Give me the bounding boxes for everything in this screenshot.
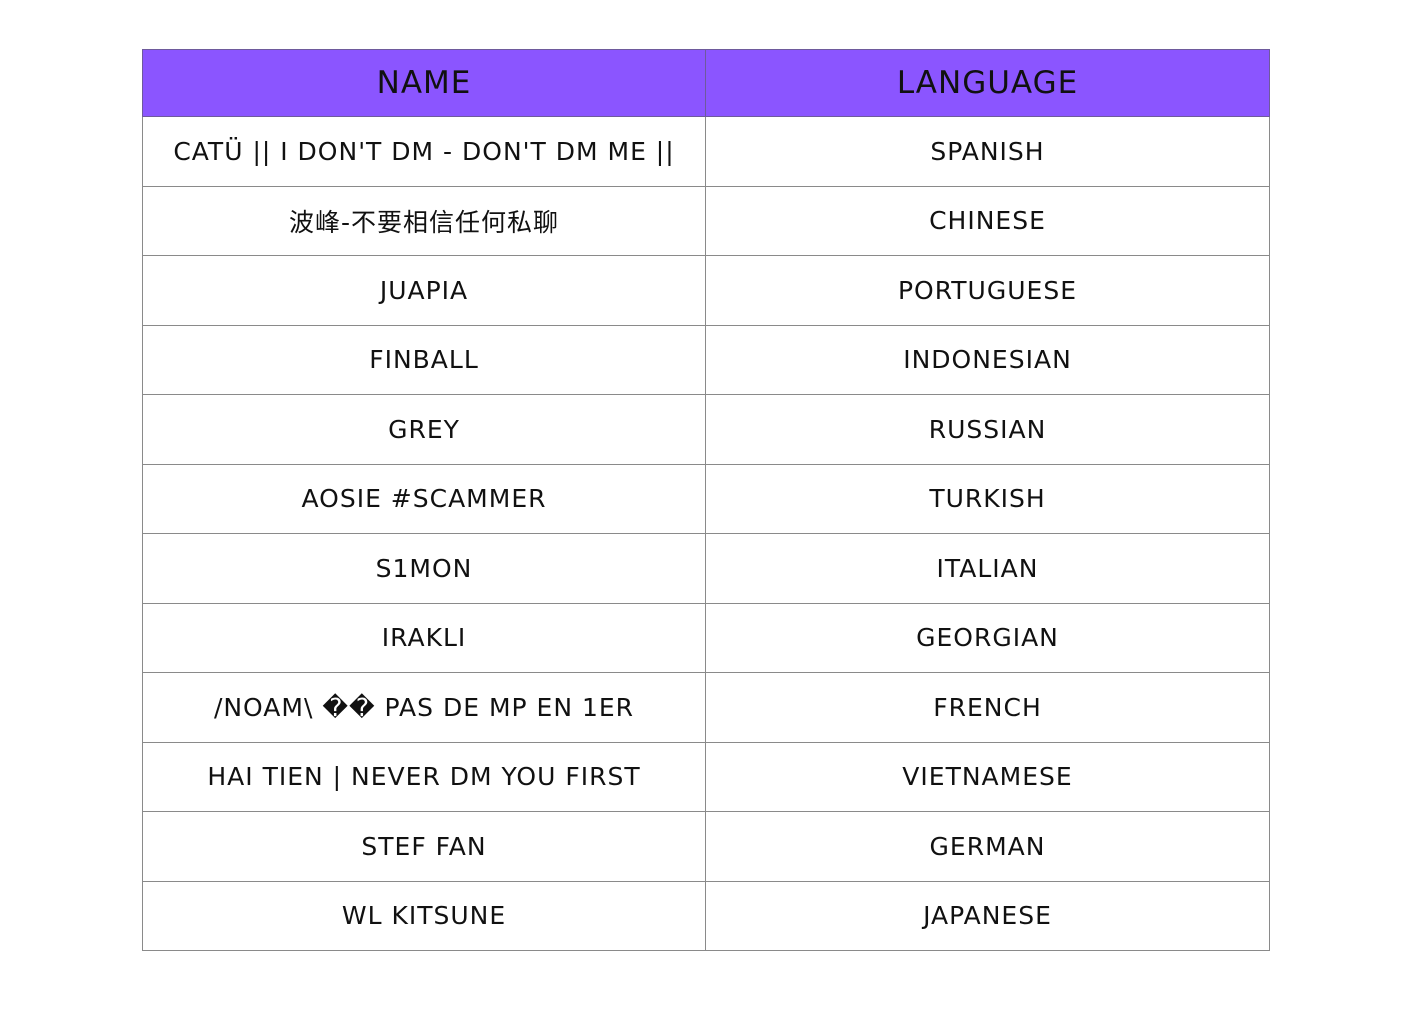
header-language: LANGUAGE (705, 49, 1270, 117)
name-cell: 波峰-不要相信任何私聊 (142, 185, 706, 256)
name-cell: AOSIE #SCAMMER (142, 463, 706, 534)
language-cell: FRENCH (705, 672, 1270, 743)
language-cell: JAPANESE (705, 880, 1270, 951)
name-cell: WL KITSUNE (142, 880, 706, 951)
language-cell: RUSSIAN (705, 394, 1270, 465)
table-row: JUAPIA PORTUGUESE (142, 255, 1270, 326)
language-cell: ITALIAN (705, 533, 1270, 604)
table-row: WL KITSUNE JAPANESE (142, 880, 1270, 951)
language-cell: PORTUGUESE (705, 255, 1270, 326)
name-cell: GREY (142, 394, 706, 465)
header-row: NAME LANGUAGE (142, 49, 1270, 117)
table-row: IRAKLI GEORGIAN (142, 602, 1270, 673)
name-cell: IRAKLI (142, 602, 706, 673)
name-cell: /NOAM\ �� PAS DE MP EN 1ER (142, 672, 706, 743)
language-cell: VIETNAMESE (705, 741, 1270, 812)
language-cell: SPANISH (705, 116, 1270, 187)
table-row: 波峰-不要相信任何私聊 CHINESE (142, 185, 1270, 256)
name-cell: JUAPIA (142, 255, 706, 326)
table-row: GREY RUSSIAN (142, 394, 1270, 465)
name-language-table: NAME LANGUAGE CATÜ || I DON'T DM - DON'T… (142, 49, 1270, 951)
table-row: /NOAM\ �� PAS DE MP EN 1ER FRENCH (142, 672, 1270, 743)
name-cell: FINBALL (142, 324, 706, 395)
table-row: FINBALL INDONESIAN (142, 324, 1270, 395)
language-cell: GERMAN (705, 811, 1270, 882)
table-row: CATÜ || I DON'T DM - DON'T DM ME || SPANI… (142, 116, 1270, 187)
name-cell: HAI TIEN | NEVER DM YOU FIRST (142, 741, 706, 812)
name-cell: CATÜ || I DON'T DM - DON'T DM ME || (142, 116, 706, 187)
language-cell: TURKISH (705, 463, 1270, 534)
table-row: S1MON ITALIAN (142, 533, 1270, 604)
header-name: NAME (142, 49, 706, 117)
table-row: HAI TIEN | NEVER DM YOU FIRST VIETNAMESE (142, 741, 1270, 812)
table-row: AOSIE #SCAMMER TURKISH (142, 463, 1270, 534)
language-cell: GEORGIAN (705, 602, 1270, 673)
table-row: STEF FAN GERMAN (142, 811, 1270, 882)
language-cell: INDONESIAN (705, 324, 1270, 395)
name-cell: STEF FAN (142, 811, 706, 882)
language-cell: CHINESE (705, 185, 1270, 256)
name-cell: S1MON (142, 533, 706, 604)
